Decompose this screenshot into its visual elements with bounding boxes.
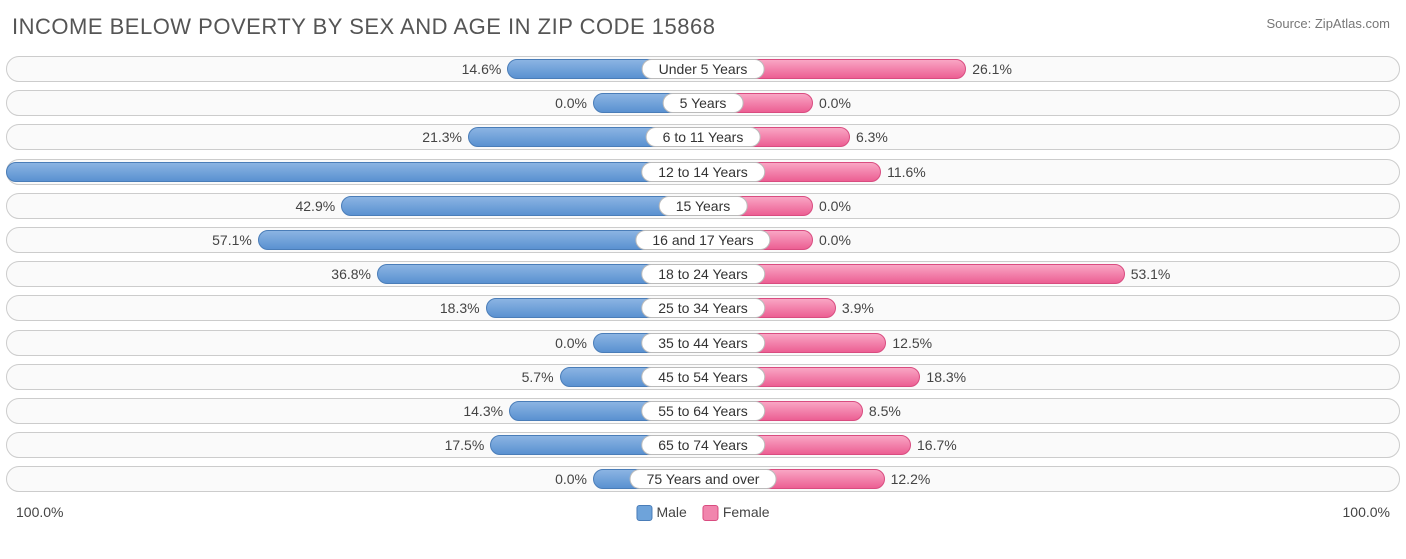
chart-row: 21.3% 6.3% 6 to 11 Years xyxy=(6,124,1400,150)
female-pct-label: 8.5% xyxy=(869,399,901,423)
age-label: Under 5 Years xyxy=(642,59,765,79)
male-pct-label: 17.5% xyxy=(445,433,485,457)
female-half: 3.9% xyxy=(703,296,1399,320)
age-label: 25 to 34 Years xyxy=(641,298,765,318)
male-half: 0.0% xyxy=(7,467,703,491)
female-bar xyxy=(703,264,1125,284)
male-half: 5.7% xyxy=(7,365,703,389)
male-bar xyxy=(6,162,703,182)
male-pct-label: 21.3% xyxy=(422,125,462,149)
male-pct-label: 14.3% xyxy=(463,399,503,423)
male-pct-label: 0.0% xyxy=(555,467,587,491)
female-pct-label: 0.0% xyxy=(819,228,851,252)
female-pct-label: 18.3% xyxy=(926,365,966,389)
male-half: 17.5% xyxy=(7,433,703,457)
chart-row: 0.0% 12.5% 35 to 44 Years xyxy=(6,330,1400,356)
male-half: 14.3% xyxy=(7,399,703,423)
age-label: 45 to 54 Years xyxy=(641,367,765,387)
female-pct-label: 53.1% xyxy=(1131,262,1171,286)
legend-female: Female xyxy=(703,504,770,521)
male-swatch xyxy=(636,505,652,521)
female-pct-label: 0.0% xyxy=(819,194,851,218)
age-label: 18 to 24 Years xyxy=(641,264,765,284)
male-pct-label: 18.3% xyxy=(440,296,480,320)
female-pct-label: 3.9% xyxy=(842,296,874,320)
female-pct-label: 0.0% xyxy=(819,91,851,115)
male-half: 42.9% xyxy=(7,194,703,218)
female-half: 16.7% xyxy=(703,433,1399,457)
female-half: 12.2% xyxy=(703,467,1399,491)
male-half: 100.0% xyxy=(7,160,703,184)
female-pct-label: 26.1% xyxy=(972,57,1012,81)
chart-row: 36.8% 53.1% 18 to 24 Years xyxy=(6,261,1400,287)
chart-row: 100.0% 11.6% 12 to 14 Years xyxy=(6,159,1400,185)
age-label: 75 Years and over xyxy=(630,469,777,489)
chart-row: 42.9% 0.0% 15 Years xyxy=(6,193,1400,219)
female-swatch xyxy=(703,505,719,521)
female-half: 0.0% xyxy=(703,228,1399,252)
male-pct-label: 42.9% xyxy=(295,194,335,218)
female-pct-label: 16.7% xyxy=(917,433,957,457)
male-bar xyxy=(341,196,703,216)
female-pct-label: 6.3% xyxy=(856,125,888,149)
age-label: 65 to 74 Years xyxy=(641,435,765,455)
age-label: 55 to 64 Years xyxy=(641,401,765,421)
chart-row: 57.1% 0.0% 16 and 17 Years xyxy=(6,227,1400,253)
female-pct-label: 12.2% xyxy=(891,467,931,491)
female-half: 26.1% xyxy=(703,57,1399,81)
axis-max-right: 100.0% xyxy=(1343,504,1390,520)
female-half: 8.5% xyxy=(703,399,1399,423)
chart-row: 0.0% 0.0% 5 Years xyxy=(6,90,1400,116)
chart-row: 14.6% 26.1% Under 5 Years xyxy=(6,56,1400,82)
chart-title: INCOME BELOW POVERTY BY SEX AND AGE IN Z… xyxy=(6,14,1400,40)
male-pct-label: 36.8% xyxy=(331,262,371,286)
female-half: 6.3% xyxy=(703,125,1399,149)
female-half: 18.3% xyxy=(703,365,1399,389)
male-half: 21.3% xyxy=(7,125,703,149)
female-half: 0.0% xyxy=(703,91,1399,115)
male-half: 0.0% xyxy=(7,331,703,355)
female-half: 11.6% xyxy=(703,160,1399,184)
age-label: 15 Years xyxy=(659,196,748,216)
chart-footer: 100.0% Male Female 100.0% xyxy=(6,500,1400,524)
age-label: 35 to 44 Years xyxy=(641,333,765,353)
male-half: 36.8% xyxy=(7,262,703,286)
axis-max-left: 100.0% xyxy=(16,504,63,520)
male-pct-label: 14.6% xyxy=(462,57,502,81)
male-pct-label: 0.0% xyxy=(555,91,587,115)
female-pct-label: 12.5% xyxy=(892,331,932,355)
male-pct-label: 57.1% xyxy=(212,228,252,252)
male-half: 0.0% xyxy=(7,91,703,115)
legend: Male Female xyxy=(636,504,769,521)
age-label: 12 to 14 Years xyxy=(641,162,765,182)
chart-row: 18.3% 3.9% 25 to 34 Years xyxy=(6,295,1400,321)
male-half: 14.6% xyxy=(7,57,703,81)
source-attribution: Source: ZipAtlas.com xyxy=(1266,16,1390,31)
chart-row: 14.3% 8.5% 55 to 64 Years xyxy=(6,398,1400,424)
chart-container: INCOME BELOW POVERTY BY SEX AND AGE IN Z… xyxy=(0,0,1406,559)
female-half: 12.5% xyxy=(703,331,1399,355)
male-pct-label: 0.0% xyxy=(555,331,587,355)
female-half: 0.0% xyxy=(703,194,1399,218)
male-half: 57.1% xyxy=(7,228,703,252)
legend-male: Male xyxy=(636,504,686,521)
diverging-bar-chart: 14.6% 26.1% Under 5 Years 0.0% 0.0% 5 Years 21… xyxy=(6,56,1400,492)
male-pct-label: 5.7% xyxy=(522,365,554,389)
chart-row: 5.7% 18.3% 45 to 54 Years xyxy=(6,364,1400,390)
female-half: 53.1% xyxy=(703,262,1399,286)
female-pct-label: 11.6% xyxy=(887,160,926,184)
age-label: 5 Years xyxy=(663,93,744,113)
chart-row: 17.5% 16.7% 65 to 74 Years xyxy=(6,432,1400,458)
age-label: 6 to 11 Years xyxy=(646,127,761,147)
chart-row: 0.0% 12.2% 75 Years and over xyxy=(6,466,1400,492)
age-label: 16 and 17 Years xyxy=(635,230,770,250)
male-half: 18.3% xyxy=(7,296,703,320)
